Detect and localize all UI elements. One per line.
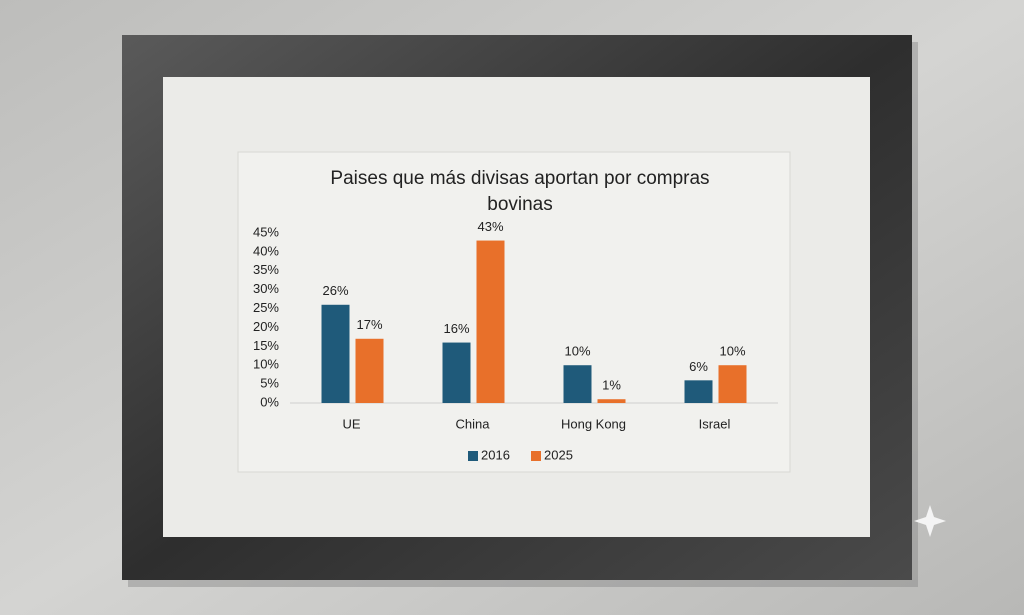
y-tick-label: 40%	[253, 243, 279, 258]
y-tick-label: 0%	[260, 394, 279, 409]
legend-label: 2016	[481, 447, 510, 462]
bar	[597, 399, 626, 403]
y-tick-label: 15%	[253, 338, 279, 353]
value-label: 16%	[443, 321, 469, 336]
x-tick-label: Israel	[699, 416, 731, 431]
y-tick-label: 20%	[253, 319, 279, 334]
bar	[684, 380, 713, 403]
y-tick-label: 35%	[253, 262, 279, 277]
value-label: 10%	[564, 344, 590, 359]
legend-swatch	[468, 451, 478, 461]
sparkle	[914, 505, 946, 537]
y-tick-label: 30%	[253, 281, 279, 296]
bar	[355, 338, 384, 403]
y-tick-label: 10%	[253, 357, 279, 372]
x-tick-label: China	[456, 416, 491, 431]
value-label: 1%	[602, 378, 621, 393]
value-label: 6%	[689, 359, 708, 374]
y-tick-label: 45%	[253, 224, 279, 239]
bar	[563, 365, 592, 403]
bar	[321, 304, 350, 403]
y-tick-label: 5%	[260, 376, 279, 391]
value-label: 26%	[322, 283, 348, 298]
legend-swatch	[531, 451, 541, 461]
chart-title: Paises que más divisas aportan por compr…	[330, 168, 710, 215]
bar	[476, 240, 505, 403]
value-label: 17%	[356, 317, 382, 332]
bar	[718, 365, 747, 403]
y-tick-label: 25%	[253, 300, 279, 315]
bar	[442, 342, 471, 403]
legend-label: 2025	[544, 447, 573, 462]
value-label: 43%	[477, 219, 503, 234]
x-tick-label: UE	[342, 416, 360, 431]
value-label: 10%	[719, 344, 745, 359]
x-tick-label: Hong Kong	[561, 416, 626, 431]
